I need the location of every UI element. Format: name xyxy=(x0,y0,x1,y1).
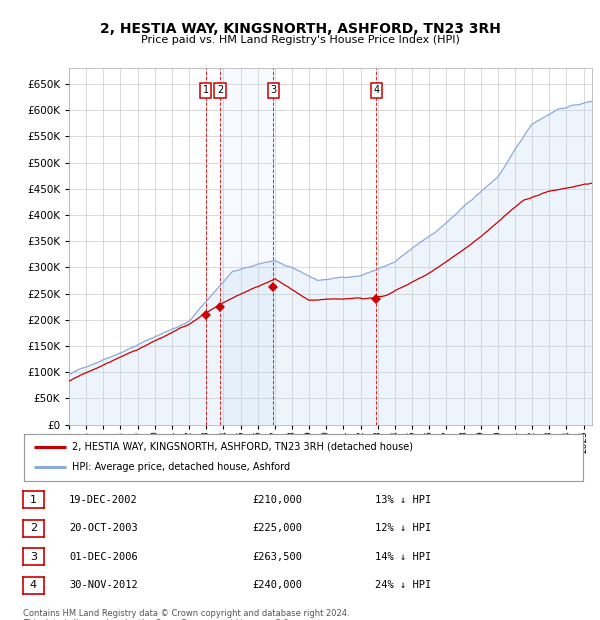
Text: 12% ↓ HPI: 12% ↓ HPI xyxy=(375,523,431,533)
Text: 4: 4 xyxy=(373,85,379,95)
Text: Contains HM Land Registry data © Crown copyright and database right 2024.
This d: Contains HM Land Registry data © Crown c… xyxy=(23,609,349,620)
Text: 2, HESTIA WAY, KINGSNORTH, ASHFORD, TN23 3RH: 2, HESTIA WAY, KINGSNORTH, ASHFORD, TN23… xyxy=(100,22,500,36)
Text: HPI: Average price, detached house, Ashford: HPI: Average price, detached house, Ashf… xyxy=(71,463,290,472)
Text: £240,000: £240,000 xyxy=(252,580,302,590)
Text: £225,000: £225,000 xyxy=(252,523,302,533)
Text: 1: 1 xyxy=(203,85,209,95)
Text: 2, HESTIA WAY, KINGSNORTH, ASHFORD, TN23 3RH (detached house): 2, HESTIA WAY, KINGSNORTH, ASHFORD, TN23… xyxy=(71,441,413,451)
Text: 20-OCT-2003: 20-OCT-2003 xyxy=(69,523,138,533)
Text: 14% ↓ HPI: 14% ↓ HPI xyxy=(375,552,431,562)
Text: £210,000: £210,000 xyxy=(252,495,302,505)
Text: 2: 2 xyxy=(30,523,37,533)
Bar xyxy=(220,68,274,425)
Text: Price paid vs. HM Land Registry's House Price Index (HPI): Price paid vs. HM Land Registry's House … xyxy=(140,35,460,45)
Text: 13% ↓ HPI: 13% ↓ HPI xyxy=(375,495,431,505)
Text: 19-DEC-2002: 19-DEC-2002 xyxy=(69,495,138,505)
Text: 1: 1 xyxy=(30,495,37,505)
Text: 30-NOV-2012: 30-NOV-2012 xyxy=(69,580,138,590)
Text: 4: 4 xyxy=(30,580,37,590)
Text: 3: 3 xyxy=(30,552,37,562)
Text: £263,500: £263,500 xyxy=(252,552,302,562)
Text: 2: 2 xyxy=(217,85,223,95)
Text: 24% ↓ HPI: 24% ↓ HPI xyxy=(375,580,431,590)
Text: 01-DEC-2006: 01-DEC-2006 xyxy=(69,552,138,562)
Text: 3: 3 xyxy=(271,85,277,95)
